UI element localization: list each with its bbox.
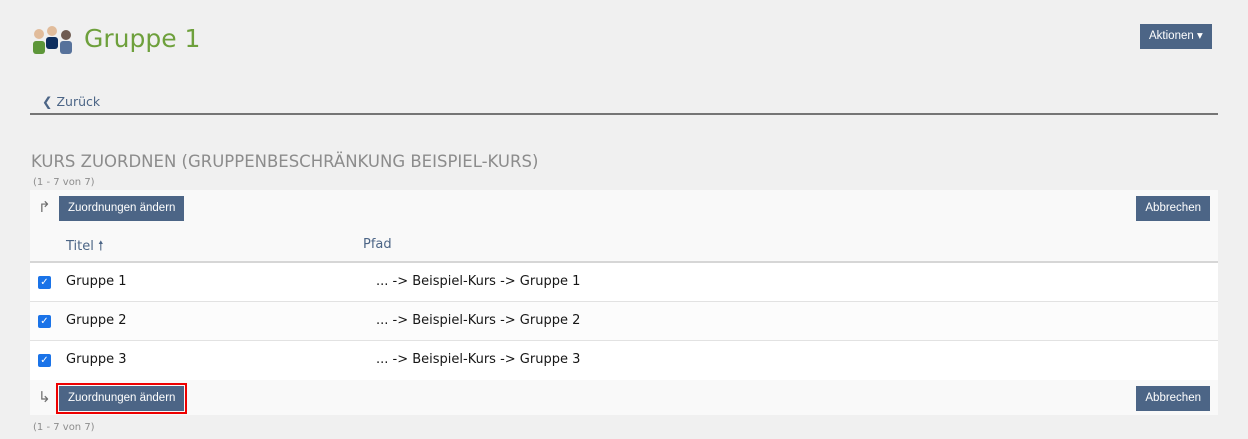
result-count-top: (1 - 7 von 7) xyxy=(33,177,95,188)
assignment-table: ↱ Zuordnungen ändern Abbrechen Titel 🠕 P… xyxy=(30,190,1218,415)
section-title: KURS ZUORDNEN (GRUPPENBESCHRÄNKUNG BEISP… xyxy=(31,152,539,171)
row-checkbox[interactable]: ✓ xyxy=(38,315,51,328)
arrow-turn-down-icon: ↳ xyxy=(38,388,51,406)
row-checkbox[interactable]: ✓ xyxy=(38,276,51,289)
cancel-button-bottom[interactable]: Abbrechen xyxy=(1136,386,1210,411)
back-link[interactable]: ❮ Zurück xyxy=(42,94,101,109)
row-checkbox[interactable]: ✓ xyxy=(38,354,51,367)
page-title: Gruppe 1 xyxy=(84,24,201,53)
column-header-title[interactable]: Titel 🠕 xyxy=(66,239,104,254)
table-row: ✓ Gruppe 3 ... -> Beispiel-Kurs -> Grupp… xyxy=(30,341,1218,380)
actions-dropdown-button[interactable]: Aktionen ▾ xyxy=(1140,24,1212,49)
sort-ascending-icon: 🠕 xyxy=(98,239,104,254)
table-row: ✓ Gruppe 1 ... -> Beispiel-Kurs -> Grupp… xyxy=(30,263,1218,302)
apply-assignments-button-bottom[interactable]: Zuordnungen ändern xyxy=(55,383,188,414)
row-path: ... -> Beispiel-Kurs -> Gruppe 2 xyxy=(376,313,581,328)
table-row: ✓ Gruppe 2 ... -> Beispiel-Kurs -> Grupp… xyxy=(30,302,1218,341)
result-count-bottom: (1 - 7 von 7) xyxy=(33,422,95,433)
table-header: Titel 🠕 Pfad xyxy=(30,226,1218,263)
row-path: ... -> Beispiel-Kurs -> Gruppe 1 xyxy=(376,274,581,289)
cancel-button-top[interactable]: Abbrechen xyxy=(1136,196,1210,221)
arrow-turn-up-icon: ↱ xyxy=(38,198,51,216)
row-title: Gruppe 3 xyxy=(66,352,127,367)
row-path: ... -> Beispiel-Kurs -> Gruppe 3 xyxy=(376,352,581,367)
column-header-path[interactable]: Pfad xyxy=(363,237,392,252)
row-title: Gruppe 1 xyxy=(66,274,127,289)
row-title: Gruppe 2 xyxy=(66,313,127,328)
chevron-left-icon: ❮ xyxy=(42,94,57,109)
bottom-toolbar: ↳ Zuordnungen ändern Abbrechen xyxy=(30,380,1218,415)
apply-assignments-button-top[interactable]: Zuordnungen ändern xyxy=(59,196,185,221)
divider xyxy=(30,113,1218,115)
top-toolbar: ↱ Zuordnungen ändern Abbrechen xyxy=(30,190,1218,226)
group-icon xyxy=(31,25,75,55)
